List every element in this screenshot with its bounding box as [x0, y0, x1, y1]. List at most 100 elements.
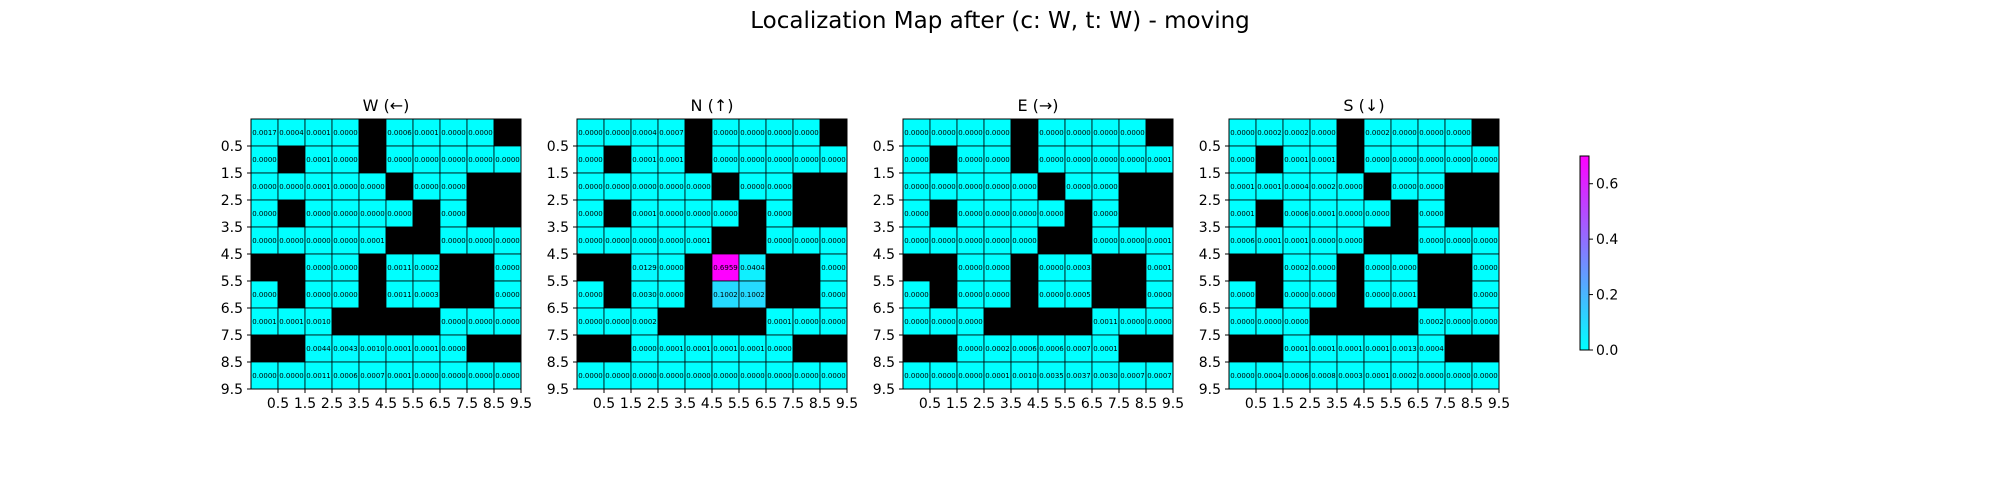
cell-value: 0.0000 — [1012, 183, 1037, 191]
cell-value: 0.0000 — [794, 318, 819, 326]
wall-cell — [1471, 199, 1500, 228]
wall-cell — [792, 253, 821, 282]
cell-value: 0.0000 — [686, 183, 711, 191]
heatmap-cell — [1417, 199, 1446, 228]
cell-value: 0.0000 — [1120, 318, 1145, 326]
cell-value: 0.0000 — [252, 372, 277, 380]
y-tick-label: 2.5 — [1199, 193, 1221, 209]
wall-cell — [684, 280, 713, 309]
cell-value: 0.0001 — [1284, 156, 1309, 164]
cell-value: 0.0000 — [1230, 129, 1255, 137]
wall-cell — [1118, 253, 1147, 282]
y-tick-label: 3.5 — [873, 220, 895, 236]
cell-value: 0.0000 — [468, 237, 493, 245]
heatmap-cell — [657, 199, 686, 228]
heatmap-cell — [1471, 226, 1500, 255]
wall-cell — [412, 199, 441, 228]
heatmap-cell — [929, 118, 958, 147]
wall-cell — [412, 307, 441, 336]
wall-cell — [711, 226, 740, 255]
y-tick-label: 6.5 — [1199, 301, 1221, 317]
cell-value: 0.0000 — [1392, 129, 1417, 137]
cell-value: 0.0001 — [1311, 156, 1336, 164]
heatmap-cell — [1282, 145, 1311, 174]
cell-value: 0.0001 — [686, 345, 711, 353]
y-tick-label: 5.5 — [547, 274, 569, 290]
x-tick-label: 1.5 — [620, 396, 642, 412]
cell-value: 0.0017 — [252, 129, 277, 137]
cell-value: 0.0000 — [794, 156, 819, 164]
heatmap-cell — [603, 172, 632, 201]
cell-value: 0.0000 — [904, 237, 929, 245]
cell-value: 0.0000 — [1392, 183, 1417, 191]
cell-value: 0.0000 — [495, 264, 520, 272]
y-tick-label: 6.5 — [873, 301, 895, 317]
cell-value: 0.0001 — [713, 345, 738, 353]
cell-value: 0.0000 — [904, 129, 929, 137]
y-tick-label: 4.5 — [873, 247, 895, 263]
heatmap-cell — [902, 280, 931, 309]
heatmap-cell — [711, 253, 740, 282]
y-tick-label: 1.5 — [547, 166, 569, 182]
cell-value: 0.0000 — [605, 129, 630, 137]
cell-value: 0.0000 — [985, 156, 1010, 164]
x-tick-label: 9.5 — [836, 396, 858, 412]
heatmap-cell — [277, 172, 306, 201]
heatmap-cell — [385, 145, 414, 174]
cell-value: 0.0000 — [1446, 156, 1471, 164]
heatmap-cell — [412, 334, 441, 363]
heatmap-cell — [1145, 226, 1174, 255]
x-tick-label: 6.5 — [1081, 396, 1103, 412]
heatmap-cell — [331, 361, 360, 390]
heatmap-cell — [603, 307, 632, 336]
heatmap-cell — [765, 361, 794, 390]
heatmap-cell — [792, 307, 821, 336]
cell-value: 0.0007 — [1120, 372, 1145, 380]
cell-value: 0.0005 — [1066, 291, 1091, 299]
cell-value: 0.0000 — [306, 237, 331, 245]
cell-value: 0.0000 — [578, 183, 603, 191]
cell-value: 0.0001 — [306, 156, 331, 164]
y-tick-label: 8.5 — [221, 355, 243, 371]
heatmap-cell — [819, 145, 848, 174]
cell-value: 0.0000 — [1419, 210, 1444, 218]
wall-cell — [1255, 253, 1284, 282]
colorbar-tick-label: 0.0 — [1596, 343, 1618, 359]
cell-value: 0.0001 — [767, 318, 792, 326]
x-tick-label: 9.5 — [510, 396, 532, 412]
wall-cell — [466, 199, 495, 228]
heatmap-cell — [684, 334, 713, 363]
cell-value: 0.0002 — [1257, 129, 1282, 137]
heatmap-panels: W (←)0.0017 0.0004 0.0001 0.0000 0.0006 0.000… — [221, 96, 1510, 412]
wall-cell — [1363, 172, 1392, 201]
cell-value: 0.0006 — [1039, 345, 1064, 353]
y-tick-label: 3.5 — [1199, 220, 1221, 236]
wall-cell — [466, 253, 495, 282]
wall-cell — [1390, 226, 1419, 255]
cell-value: 0.0129 — [632, 264, 657, 272]
cell-value: 0.0002 — [1284, 264, 1309, 272]
heatmap-cell — [1064, 145, 1093, 174]
cell-value: 0.0001 — [632, 156, 657, 164]
cell-value: 0.0000 — [659, 264, 684, 272]
wall-cell — [1444, 172, 1473, 201]
heatmap-cell — [956, 226, 985, 255]
cell-value: 0.0000 — [985, 291, 1010, 299]
heatmap-cell — [1255, 361, 1284, 390]
heatmap-cell — [983, 199, 1012, 228]
cell-value: 0.0000 — [306, 291, 331, 299]
wall-cell — [1010, 253, 1039, 282]
cell-value: 0.0000 — [441, 156, 466, 164]
wall-cell — [929, 334, 958, 363]
y-tick-label: 8.5 — [1199, 355, 1221, 371]
heatmap-cell — [657, 172, 686, 201]
cell-value: 0.0000 — [441, 129, 466, 137]
heatmap-cell — [1064, 280, 1093, 309]
x-tick-label: 1.5 — [1272, 396, 1294, 412]
heatmap-cell — [1309, 334, 1338, 363]
cell-value: 0.0001 — [1311, 210, 1336, 218]
cell-value: 0.0000 — [821, 237, 846, 245]
wall-cell — [439, 280, 468, 309]
x-tick-label: 8.5 — [1135, 396, 1157, 412]
wall-cell — [738, 199, 767, 228]
